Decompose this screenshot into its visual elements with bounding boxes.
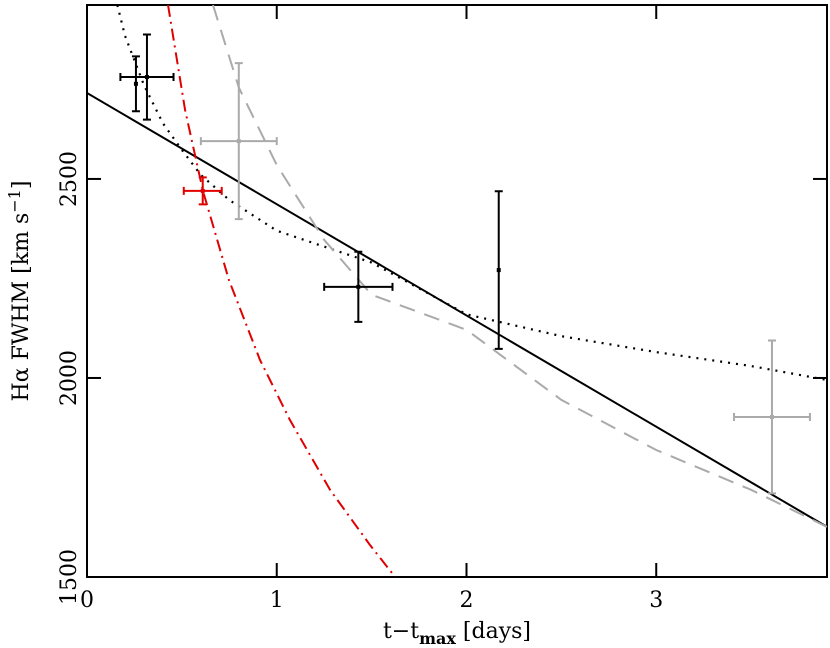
y-label-sup: −1 xyxy=(5,189,24,213)
point xyxy=(200,188,205,193)
point xyxy=(356,284,361,289)
point xyxy=(496,268,501,273)
x-tick-label: 2 xyxy=(459,588,473,613)
curve xyxy=(167,5,396,577)
plot-frame xyxy=(86,4,828,578)
point xyxy=(144,75,149,80)
curve xyxy=(212,5,827,528)
x-tick-label: 1 xyxy=(270,588,284,613)
y-tick-label: 2500 xyxy=(57,151,82,207)
x-label-unit: [days] xyxy=(456,619,531,644)
x-label-sub: max xyxy=(419,629,456,648)
point xyxy=(236,139,241,144)
x-label-text: t−t xyxy=(383,619,419,644)
point xyxy=(769,414,774,419)
point xyxy=(133,81,138,86)
y-label-text: Hα FWHM [km s xyxy=(9,213,34,402)
x-axis-label: t−tmax [days] xyxy=(383,619,531,648)
curve xyxy=(87,92,827,528)
y-tick-label: 1500 xyxy=(57,549,82,605)
y-label-end: ] xyxy=(9,181,34,190)
y-tick-label: 2000 xyxy=(57,350,82,406)
y-axis-label: Hα FWHM [km s−1] xyxy=(5,181,34,402)
curve xyxy=(116,5,827,382)
x-tick-label: 3 xyxy=(649,588,663,613)
x-tick-label: 0 xyxy=(80,588,94,613)
